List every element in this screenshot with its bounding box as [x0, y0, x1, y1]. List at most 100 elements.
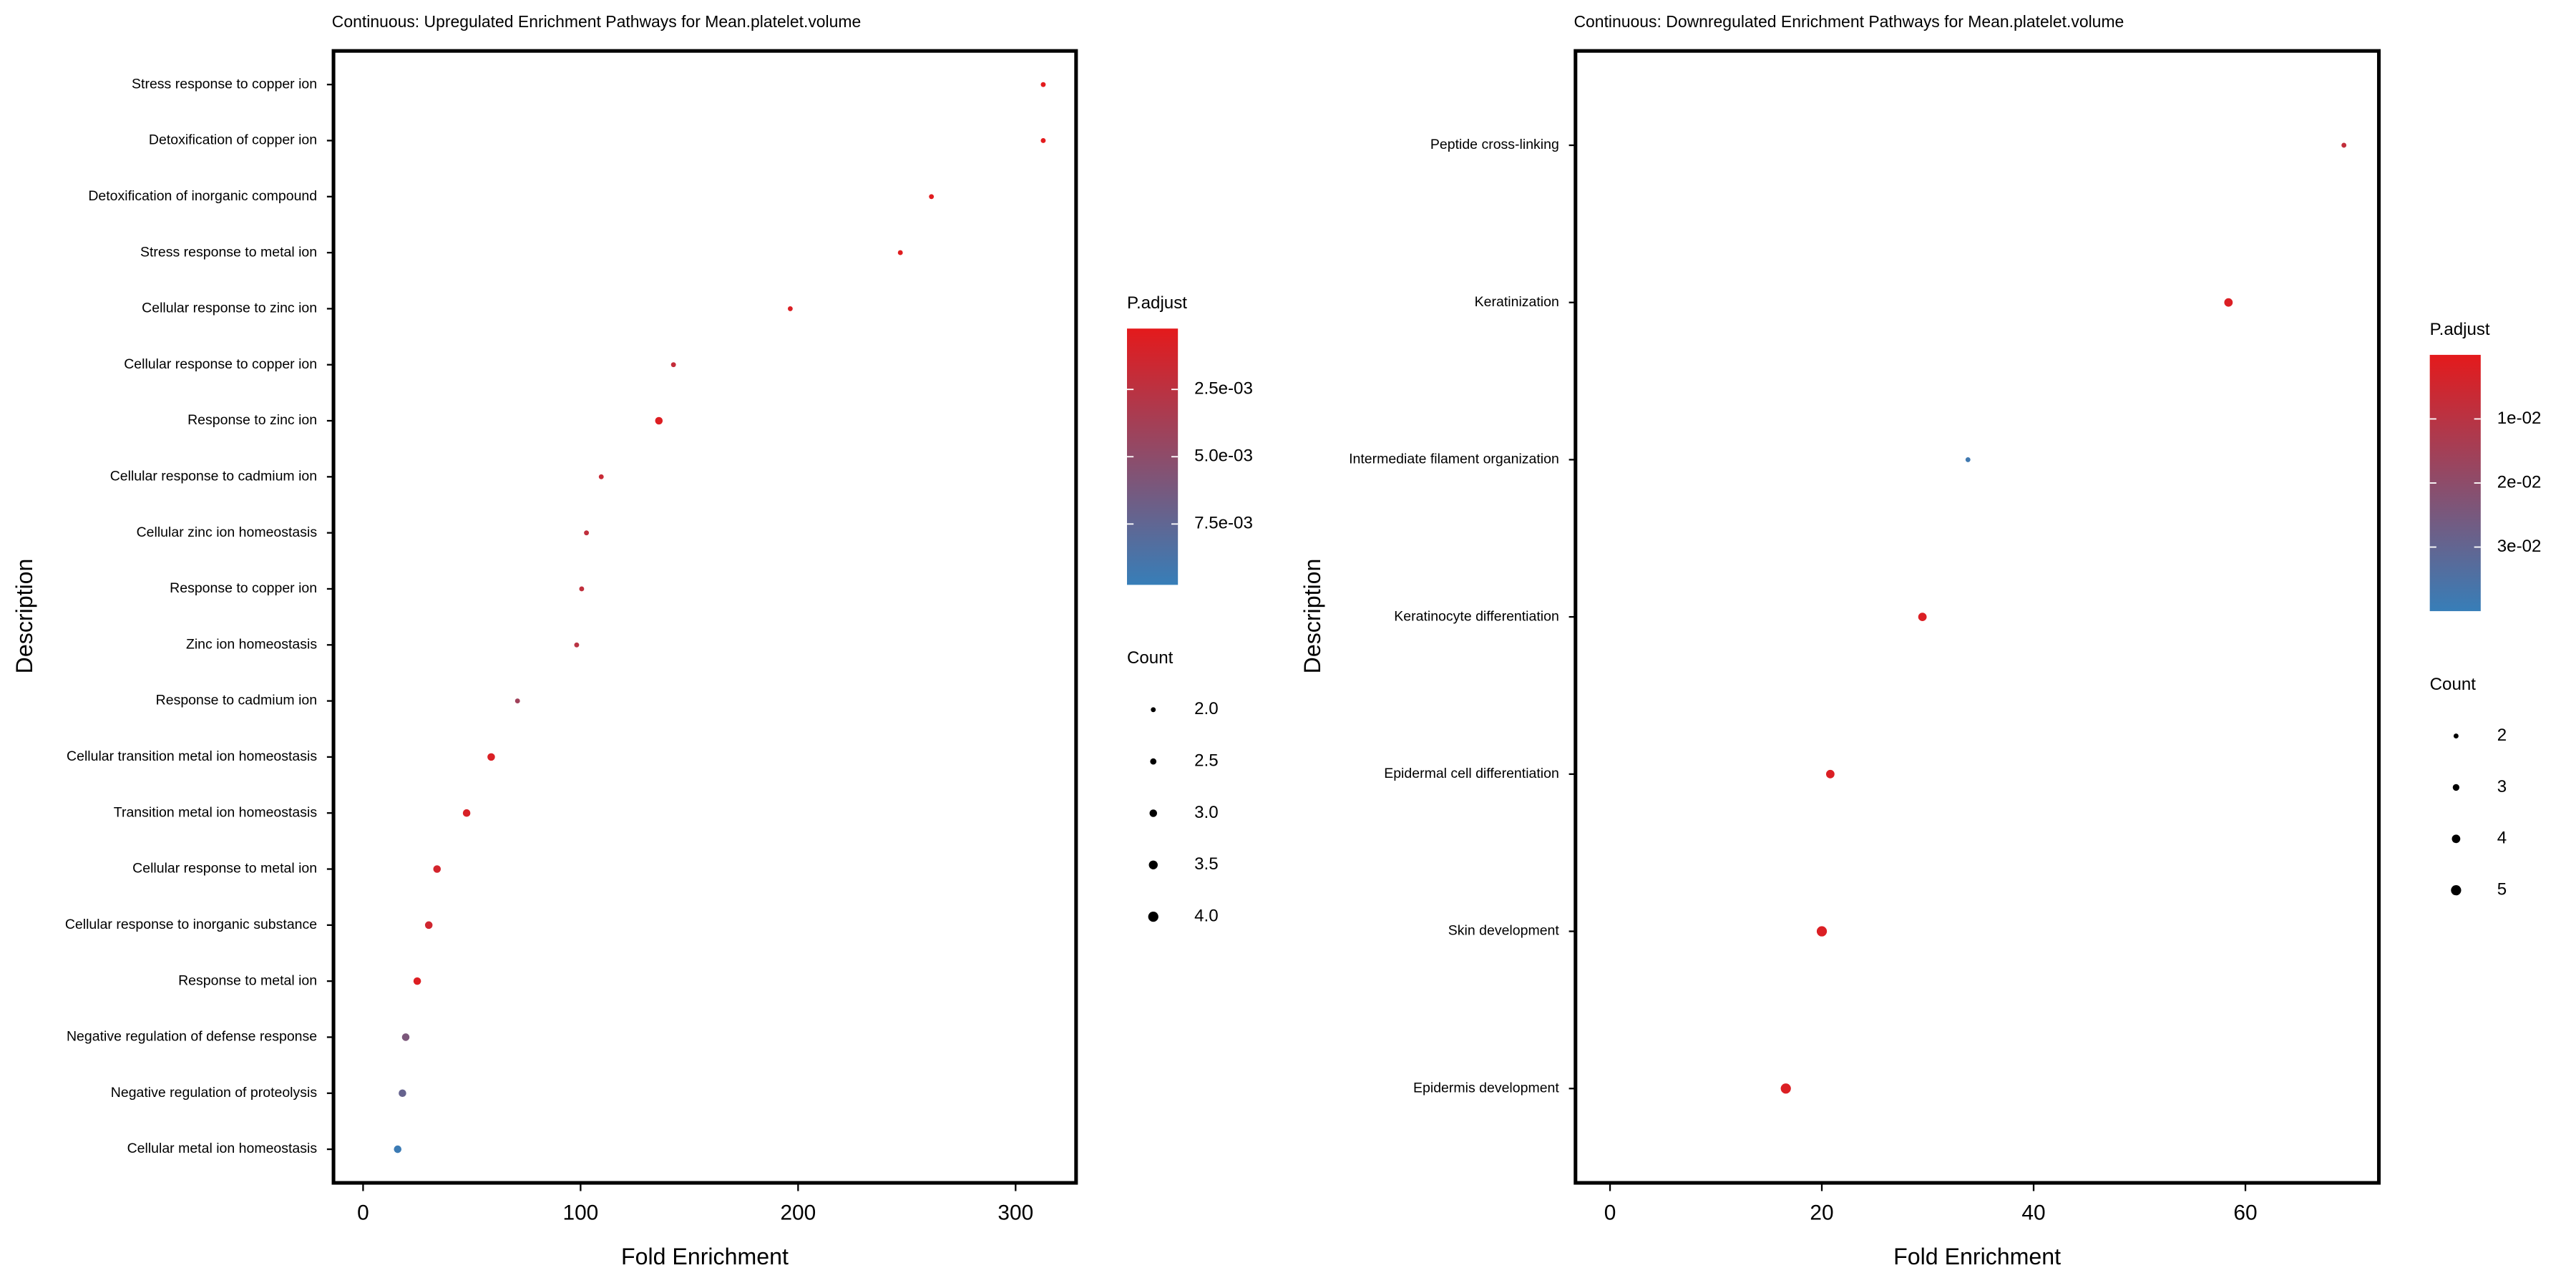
y-tick-label: Intermediate filament organization — [1349, 452, 1559, 467]
data-point — [670, 362, 676, 368]
y-tick-label: Response to metal ion — [178, 972, 317, 988]
data-point — [787, 306, 793, 311]
size-legend-key — [2451, 834, 2461, 844]
size-legend-label: 4.0 — [1194, 906, 1219, 925]
data-point — [2341, 142, 2347, 148]
size-legend-key — [1150, 758, 1157, 765]
y-tick-label: Epidermis development — [1413, 1080, 1559, 1096]
y-tick-label: Cellular response to zinc ion — [142, 301, 317, 316]
data-point — [1816, 926, 1828, 937]
y-axis-label: Description — [1299, 559, 1325, 674]
data-point — [2224, 298, 2233, 307]
size-legend-key — [1151, 707, 1156, 713]
y-tick-label: Response to cadmium ion — [156, 693, 317, 708]
y-tick-label: Detoxification of copper ion — [149, 132, 317, 148]
y-tick-label: Cellular zinc ion homeostasis — [137, 525, 318, 540]
colorbar-tick-label: 7.5e-03 — [1194, 514, 1253, 533]
data-point — [394, 1145, 402, 1153]
plot-panel — [331, 49, 1078, 1185]
size-legend-key — [2452, 784, 2460, 791]
y-axis-label: Description — [11, 559, 37, 674]
data-point — [579, 586, 585, 592]
y-tick-label: Stress response to copper ion — [132, 76, 317, 92]
x-axis-label: Fold Enrichment — [1893, 1244, 2061, 1269]
chart-title: Continuous: Upregulated Enrichment Pathw… — [332, 12, 862, 31]
data-point — [598, 474, 604, 479]
colorbar — [1127, 328, 1179, 585]
chart-title: Continuous: Downregulated Enrichment Pat… — [1574, 12, 2124, 31]
x-tick-label: 300 — [997, 1201, 1033, 1225]
y-tick-label: Cellular transition metal ion homeostasi… — [67, 748, 317, 764]
data-point — [574, 642, 580, 648]
y-tick-label: Response to copper ion — [170, 580, 317, 596]
data-point — [584, 530, 590, 536]
y-tick-label: Detoxification of inorganic compound — [88, 188, 317, 204]
color-legend-title: P.adjust — [1127, 293, 1187, 313]
x-axis-label: Fold Enrichment — [621, 1244, 789, 1269]
data-point — [1918, 613, 1927, 622]
x-tick-label: 60 — [2233, 1201, 2257, 1225]
data-point — [424, 921, 433, 930]
data-point — [401, 1033, 410, 1041]
y-tick-label: Stress response to metal ion — [140, 244, 317, 260]
data-point — [514, 698, 520, 704]
data-point — [1040, 138, 1046, 143]
size-legend-title: Count — [1127, 648, 1174, 668]
plot-panel — [1574, 49, 2381, 1185]
x-tick-label: 20 — [1810, 1201, 1833, 1225]
colorbar-tick-label: 3e-02 — [2497, 537, 2542, 556]
colorbar — [2429, 354, 2481, 612]
size-legend-label: 4 — [2497, 829, 2507, 848]
x-tick-label: 0 — [1604, 1201, 1616, 1225]
y-tick-label: Negative regulation of proteolysis — [111, 1085, 318, 1101]
y-tick-label: Cellular response to cadmium ion — [110, 468, 317, 484]
y-tick-label: Epidermal cell differentiation — [1384, 766, 1559, 781]
size-legend-label: 3.5 — [1194, 854, 1219, 874]
x-tick-label: 0 — [357, 1201, 369, 1225]
size-legend-key — [1149, 809, 1158, 817]
data-point — [462, 809, 471, 817]
size-legend-label: 2 — [2497, 726, 2507, 745]
data-point — [433, 865, 441, 873]
size-legend-label: 2.5 — [1194, 751, 1219, 771]
y-tick-label: Cellular response to metal ion — [132, 861, 317, 877]
color-legend-title: P.adjust — [2430, 320, 2490, 339]
colorbar-tick-label: 1e-02 — [2497, 409, 2542, 428]
data-point — [897, 250, 903, 255]
data-point — [413, 977, 421, 985]
size-legend-key — [2451, 885, 2462, 896]
y-tick-label: Cellular response to copper ion — [124, 356, 317, 372]
data-point — [1825, 769, 1835, 779]
size-legend-label: 3 — [2497, 777, 2507, 796]
data-point — [487, 753, 495, 761]
size-legend-label: 3.0 — [1194, 803, 1219, 822]
y-tick-label: Keratinization — [1475, 294, 1559, 310]
y-tick-label: Response to zinc ion — [187, 412, 317, 428]
size-legend-label: 2.0 — [1194, 699, 1219, 718]
y-tick-label: Keratinocyte differentiation — [1394, 608, 1559, 624]
data-point — [655, 416, 663, 425]
size-legend-label: 5 — [2497, 880, 2507, 899]
y-tick-label: Transition metal ion homeostasis — [114, 804, 318, 820]
x-tick-label: 100 — [562, 1201, 598, 1225]
y-tick-label: Cellular response to inorganic substance — [65, 917, 317, 932]
y-tick-label: Skin development — [1448, 923, 1560, 939]
x-tick-label: 40 — [2021, 1201, 2045, 1225]
size-legend-key — [1148, 912, 1158, 922]
colorbar-tick-label: 2e-02 — [2497, 472, 2542, 492]
size-legend-title: Count — [2430, 675, 2477, 694]
size-legend-key — [1148, 860, 1158, 869]
x-tick-label: 200 — [780, 1201, 816, 1225]
data-point — [1040, 82, 1046, 87]
size-legend-key — [2453, 733, 2459, 739]
data-point — [1780, 1083, 1791, 1094]
data-point — [929, 194, 935, 200]
colorbar-tick-label: 5.0e-03 — [1194, 447, 1253, 466]
colorbar-tick-label: 2.5e-03 — [1194, 379, 1253, 399]
data-point — [1965, 457, 1971, 462]
y-tick-label: Zinc ion homeostasis — [186, 636, 317, 652]
data-point — [399, 1089, 406, 1098]
y-tick-label: Peptide cross-linking — [1430, 137, 1559, 152]
